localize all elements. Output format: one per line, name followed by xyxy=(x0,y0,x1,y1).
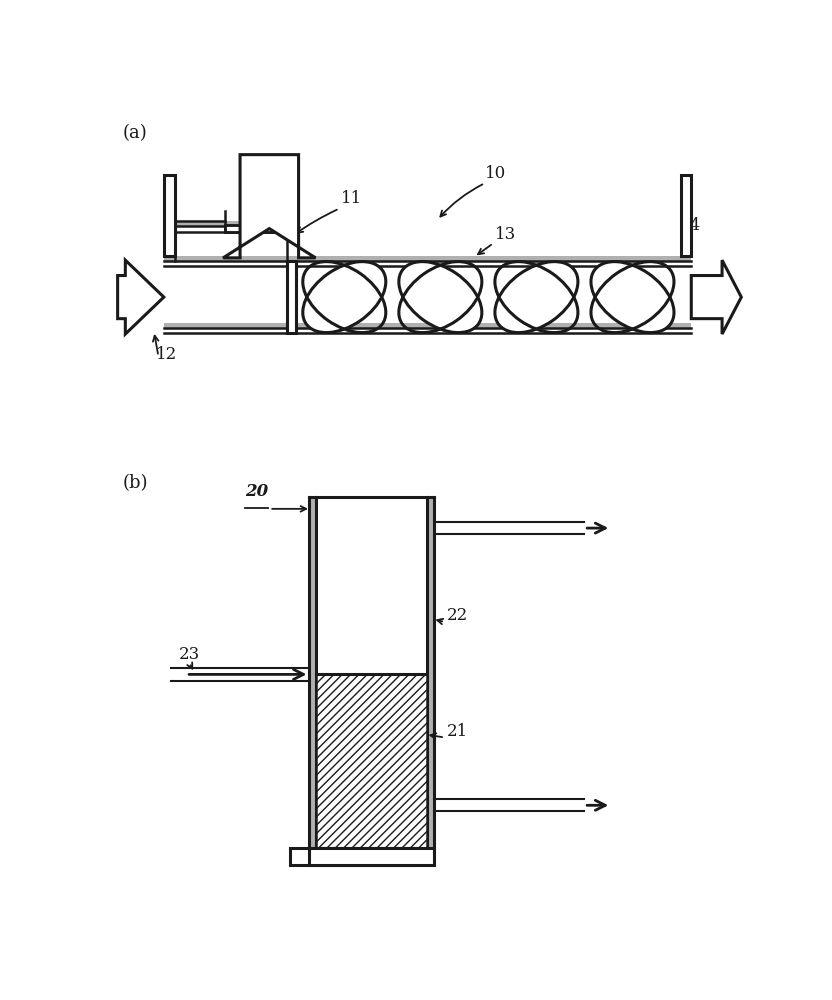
Text: (a): (a) xyxy=(123,124,148,142)
Bar xyxy=(290,848,415,865)
Text: 11: 11 xyxy=(341,190,362,207)
Polygon shape xyxy=(223,155,315,258)
Bar xyxy=(164,175,175,256)
Ellipse shape xyxy=(591,262,674,333)
Bar xyxy=(427,497,434,848)
Text: 21: 21 xyxy=(447,723,468,740)
Bar xyxy=(225,225,287,232)
Bar xyxy=(310,848,434,865)
Text: 23: 23 xyxy=(179,646,201,663)
Bar xyxy=(164,256,691,261)
Bar xyxy=(681,175,691,256)
Text: 10: 10 xyxy=(485,165,506,182)
Text: (b): (b) xyxy=(123,474,149,492)
Ellipse shape xyxy=(399,262,482,333)
Text: 22: 22 xyxy=(447,607,468,624)
Bar xyxy=(287,261,296,333)
Ellipse shape xyxy=(303,262,386,333)
Bar xyxy=(175,221,287,226)
Text: 14: 14 xyxy=(680,217,701,234)
Text: 20: 20 xyxy=(245,483,268,500)
Text: 12: 12 xyxy=(156,346,177,363)
Bar xyxy=(225,225,287,232)
Polygon shape xyxy=(691,260,741,334)
Ellipse shape xyxy=(495,262,578,333)
Bar xyxy=(164,323,691,328)
Bar xyxy=(225,225,287,232)
Text: 13: 13 xyxy=(495,226,516,243)
Polygon shape xyxy=(117,260,164,334)
Bar xyxy=(310,497,316,848)
Bar xyxy=(316,674,427,848)
